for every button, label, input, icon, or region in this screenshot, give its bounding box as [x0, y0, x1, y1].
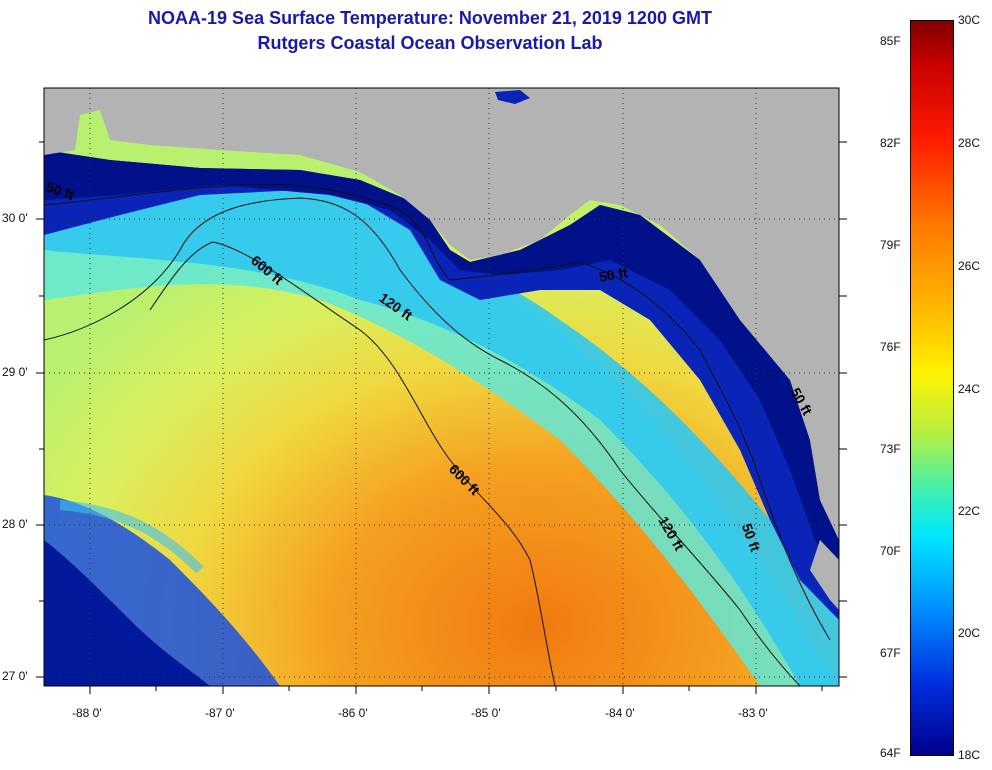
colorbar-f-label: 64F: [880, 746, 901, 760]
colorbar-f-label: 70F: [880, 544, 901, 558]
colorbar-f-label: 76F: [880, 340, 901, 354]
land-mass: [44, 88, 839, 540]
cold-coastal-water-inner: [44, 150, 839, 580]
map-title: NOAA-19 Sea Surface Temperature: Novembe…: [148, 8, 712, 28]
lat-label: 28 0': [2, 517, 28, 531]
colorbar-c-label: 30C: [958, 13, 981, 27]
contour-120ft: [44, 197, 801, 686]
colorbar-c-label: 22C: [958, 504, 981, 518]
colorbar-c-label: 24C: [958, 382, 981, 396]
lon-label: -85 0': [471, 706, 501, 720]
cold-patch-southwest-deep: [44, 540, 210, 686]
colorbar-f-label: 82F: [880, 136, 901, 150]
colorbar-f-label: 79F: [880, 238, 901, 252]
lat-label: 29 0': [2, 365, 28, 379]
inland-lake: [495, 90, 530, 104]
colorbar-f-label: 67F: [880, 646, 901, 660]
lat-label: 30 0': [2, 211, 28, 225]
lon-label: -86 0': [338, 706, 368, 720]
temperature-colorbar: [910, 20, 954, 756]
colorbar-c-label: 20C: [958, 626, 981, 640]
colorbar-c-label: 28C: [958, 136, 981, 150]
lon-label: -84 0': [605, 706, 635, 720]
cool-streak: [59, 500, 204, 574]
colorbar-c-label: 18C: [958, 748, 981, 762]
axis-ticks: [36, 141, 847, 694]
land-southeast-tip: [810, 540, 839, 610]
lon-label: -83 0': [738, 706, 768, 720]
contour-label: 50 ft: [598, 264, 629, 285]
map-frame: [43, 87, 840, 687]
colorbar-f-label: 85F: [880, 34, 901, 48]
lon-label: -88 0': [72, 706, 102, 720]
lon-label: -87 0': [205, 706, 235, 720]
colorbar-f-label: 73F: [880, 442, 901, 456]
contour-50ft: [44, 183, 831, 641]
contour-600ft: [149, 241, 556, 686]
map-subtitle: Rutgers Coastal Ocean Observation Lab: [257, 33, 603, 53]
colorbar-c-label: 26C: [958, 259, 981, 273]
lat-label: 27 0': [2, 669, 28, 683]
